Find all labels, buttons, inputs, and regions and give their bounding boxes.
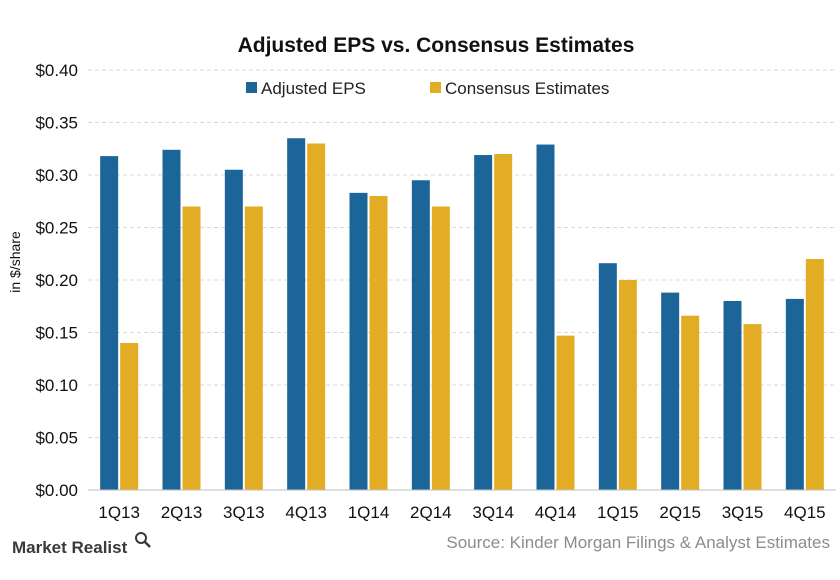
source-note: Source: Kinder Morgan Filings & Analyst …: [446, 533, 830, 552]
brand-name: Market Realist: [12, 538, 128, 557]
bar-consensus-estimates-2q13: [182, 206, 201, 490]
bar-adjusted-eps-2q14: [411, 180, 430, 490]
bar-consensus-estimates-1q13: [120, 343, 139, 490]
brand-logo: Market Realist: [12, 532, 151, 557]
bar-adjusted-eps-3q15: [723, 301, 742, 490]
x-tick-label: 2Q14: [410, 503, 452, 522]
y-tick-label: $0.20: [35, 271, 78, 290]
chart-title: Adjusted EPS vs. Consensus Estimates: [238, 34, 635, 57]
legend-swatch-consensus-estimates: [430, 82, 441, 93]
bar-consensus-estimates-3q13: [244, 206, 263, 490]
x-tick-label: 3Q13: [223, 503, 265, 522]
x-tick-label: 2Q15: [659, 503, 701, 522]
y-tick-label: $0.15: [35, 324, 78, 343]
x-tick-label: 1Q14: [348, 503, 390, 522]
bar-adjusted-eps-2q15: [661, 292, 680, 490]
legend-label-adjusted-eps: Adjusted EPS: [261, 79, 366, 98]
legend-label-consensus-estimates: Consensus Estimates: [445, 79, 609, 98]
y-tick-label: $0.30: [35, 166, 78, 185]
bar-adjusted-eps-1q13: [100, 156, 119, 490]
y-tick-label: $0.40: [35, 61, 78, 80]
legend-swatch-adjusted-eps: [246, 82, 257, 93]
bar-adjusted-eps-1q14: [349, 192, 368, 490]
bar-adjusted-eps-3q13: [224, 169, 243, 490]
x-tick-label: 1Q13: [98, 503, 140, 522]
bar-adjusted-eps-1q15: [598, 263, 617, 490]
y-tick-label: $0.10: [35, 376, 78, 395]
y-axis-label: in $/share: [7, 231, 23, 293]
x-tick-label: 1Q15: [597, 503, 639, 522]
x-tick-label: 4Q13: [285, 503, 327, 522]
bar-consensus-estimates-3q14: [494, 154, 513, 490]
bar-adjusted-eps-4q13: [287, 138, 306, 490]
bar-consensus-estimates-4q13: [307, 143, 326, 490]
bar-adjusted-eps-4q14: [536, 144, 555, 491]
bar-consensus-estimates-2q15: [681, 315, 700, 490]
x-tick-label: 3Q14: [472, 503, 514, 522]
bar-adjusted-eps-2q13: [162, 149, 181, 491]
x-tick-label: 4Q15: [784, 503, 826, 522]
bar-consensus-estimates-3q15: [743, 324, 762, 490]
x-tick-label: 2Q13: [161, 503, 203, 522]
y-tick-label: $0.25: [35, 219, 78, 238]
x-tick-label: 3Q15: [722, 503, 764, 522]
x-axis-tick-labels: 1Q13 2Q13 3Q13 4Q13 1Q14 2Q14 3Q14 4Q14 1Q15 2Q15…: [98, 503, 825, 522]
x-tick-label: 4Q14: [535, 503, 577, 522]
y-tick-label: $0.05: [35, 429, 78, 448]
bar-consensus-estimates-4q14: [556, 335, 575, 490]
bar-consensus-estimates-1q15: [618, 280, 637, 490]
bar-consensus-estimates-4q15: [805, 259, 824, 490]
magnifier-icon: [135, 532, 151, 548]
gridlines: [88, 69, 836, 438]
bars: [100, 138, 824, 491]
bar-adjusted-eps-4q15: [785, 298, 804, 490]
y-axis-tick-labels: $0.00 $0.05 $0.10 $0.15 $0.20 $0.25 $0.30 $0.35…: [35, 61, 78, 500]
y-tick-label: $0.00: [35, 481, 78, 500]
bar-consensus-estimates-1q14: [369, 196, 388, 490]
bar-consensus-estimates-2q14: [431, 206, 450, 490]
y-tick-label: $0.35: [35, 114, 78, 133]
bar-adjusted-eps-3q14: [474, 155, 493, 491]
legend: Adjusted EPS Consensus Estimates: [246, 79, 609, 98]
